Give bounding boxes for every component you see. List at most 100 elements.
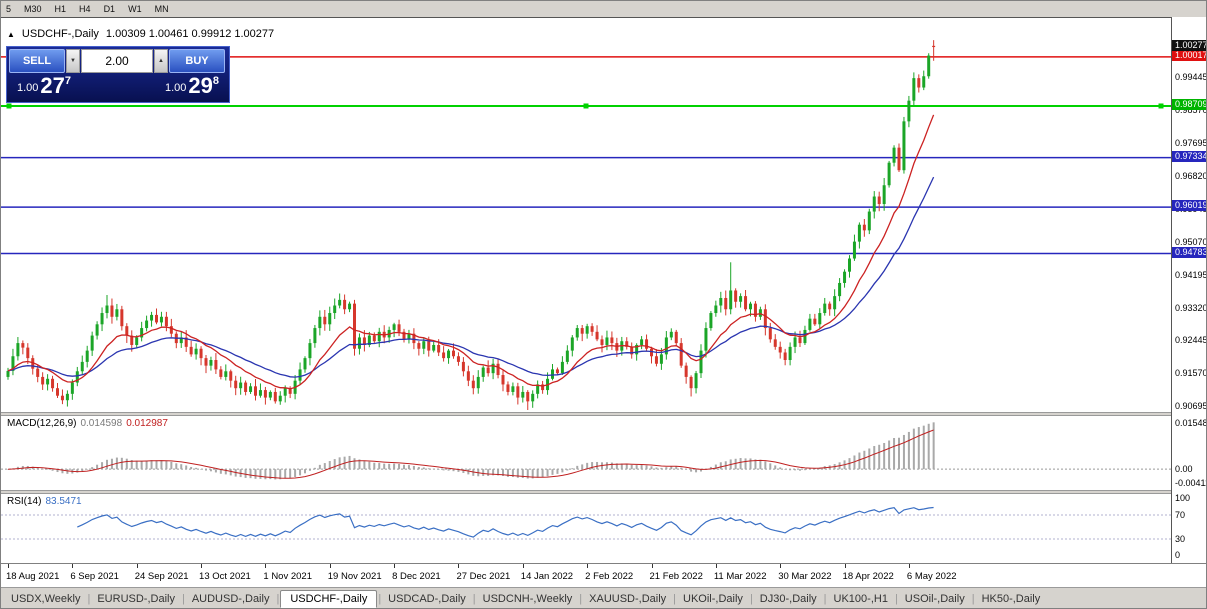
horizontal-level-lines[interactable] bbox=[1, 56, 1171, 255]
macd-signal-line bbox=[7, 429, 934, 479]
price-badge-0.96019: 0.96019 bbox=[1172, 200, 1206, 212]
one-click-trade-panel: SELL ▼ ▲ BUY 1.00 27 7 1.00 29 8 bbox=[6, 46, 230, 103]
time-axis-label: 11 Mar 2022 bbox=[713, 571, 767, 582]
timeframe-button-h1[interactable]: H1 bbox=[54, 4, 67, 14]
timeframe-button-h4[interactable]: H4 bbox=[79, 4, 91, 14]
time-axis-label: 1 Nov 2021 bbox=[263, 571, 312, 582]
time-axis-label: 14 Jan 2022 bbox=[520, 571, 574, 582]
time-axis-label: 18 Aug 2021 bbox=[6, 571, 60, 582]
timeframe-button-5[interactable]: 5 bbox=[6, 4, 12, 14]
ma-fast-line bbox=[7, 114, 935, 390]
volume-decrease-button[interactable]: ▼ bbox=[66, 49, 80, 73]
volume-increase-button[interactable]: ▲ bbox=[154, 49, 168, 73]
price-axis-label: 0.95070 bbox=[1175, 236, 1207, 247]
chart-tab-ukoil-daily[interactable]: UKOil-,Daily bbox=[683, 593, 743, 605]
chart-tab-bar: USDX,Weekly | EURUSD-,Daily | AUDUSD-,Daily |… bbox=[1, 587, 1206, 608]
panel-splitter[interactable] bbox=[1, 490, 1206, 494]
rsi-axis-label: 0 bbox=[1175, 550, 1181, 560]
price-axis-label: 0.99445 bbox=[1175, 72, 1207, 83]
price-axis-label: 0.96820 bbox=[1175, 170, 1207, 181]
time-axis-label: 24 Sep 2021 bbox=[134, 571, 189, 582]
tab-separator: | bbox=[749, 593, 753, 605]
time-tick bbox=[329, 564, 331, 568]
timeframe-button-w1[interactable]: W1 bbox=[128, 4, 142, 14]
sell-price-small: 1.00 bbox=[17, 82, 39, 94]
time-tick bbox=[715, 564, 717, 568]
symbol-marker-icon: ▲ bbox=[7, 29, 15, 39]
chart-tab-eurusd-daily[interactable]: EURUSD-,Daily bbox=[97, 593, 175, 605]
selected-line-handles[interactable] bbox=[6, 103, 1164, 109]
tab-separator: | bbox=[378, 593, 382, 605]
tab-separator: | bbox=[894, 593, 898, 605]
rsi-canvas[interactable] bbox=[1, 494, 1171, 563]
chart-tab-xauusd-daily[interactable]: XAUUSD-,Daily bbox=[589, 593, 667, 605]
price-axis-label: 0.97695 bbox=[1175, 138, 1207, 149]
macd-axis-label: 0.00 bbox=[1175, 464, 1193, 475]
chart-tab-audusd-daily[interactable]: AUDUSD-,Daily bbox=[191, 593, 270, 605]
timeframe-button-m30[interactable]: M30 bbox=[24, 4, 42, 14]
chart-tab-usdchf-daily[interactable]: USDCHF-,Daily bbox=[280, 590, 378, 608]
macd-canvas[interactable] bbox=[1, 416, 1171, 490]
time-tick bbox=[844, 564, 846, 568]
buy-price-display[interactable]: 1.00 29 8 bbox=[164, 75, 219, 97]
time-tick bbox=[136, 564, 138, 568]
timeframe-button-d1[interactable]: D1 bbox=[103, 4, 116, 14]
chart-tab-hk50-daily[interactable]: HK50-,Daily bbox=[981, 593, 1041, 605]
tab-separator: | bbox=[181, 593, 185, 605]
time-tick bbox=[651, 564, 653, 568]
sell-price-display[interactable]: 1.00 27 7 bbox=[17, 73, 71, 98]
price-badge-0.94783: 0.94783 bbox=[1172, 246, 1206, 258]
macd-main-value: 0.014598 bbox=[80, 418, 123, 429]
time-axis-label: 2 Feb 2022 bbox=[585, 571, 634, 582]
time-axis-label: 21 Feb 2022 bbox=[649, 571, 703, 582]
macd-axis-label: 0.01548 bbox=[1175, 418, 1207, 428]
price-axis[interactable]: 1.003200.994450.985700.976950.968200.959… bbox=[1171, 17, 1207, 563]
price-chart-canvas[interactable] bbox=[1, 18, 1171, 413]
rsi-line bbox=[77, 506, 934, 538]
macd-panel: MACD(12,26,9) 0.014598 0.012987 bbox=[1, 416, 1171, 490]
price-axis-label: 0.90695 bbox=[1175, 401, 1207, 412]
rsi-value: 83.5471 bbox=[45, 496, 82, 507]
timeframe-button-mn[interactable]: MN bbox=[154, 4, 169, 14]
time-axis-label: 6 May 2022 bbox=[906, 571, 957, 582]
tab-separator: | bbox=[823, 593, 827, 605]
time-tick bbox=[522, 564, 524, 568]
macd-axis-label: -0.00411 bbox=[1175, 478, 1207, 488]
time-axis-label: 27 Dec 2021 bbox=[456, 571, 511, 582]
chart-tab-usdcad-daily[interactable]: USDCAD-,Daily bbox=[388, 593, 466, 605]
time-axis-label: 6 Sep 2021 bbox=[70, 571, 119, 582]
volume-decrease-icon: ▼ bbox=[70, 58, 76, 64]
price-axis-label: 0.91570 bbox=[1175, 368, 1207, 379]
time-tick bbox=[265, 564, 267, 568]
sell-button[interactable]: SELL bbox=[9, 49, 65, 73]
timeframe-toolbar: 5 M30 H1 H4 D1 W1 MN bbox=[1, 1, 1206, 17]
chart-tab-usoil-daily[interactable]: USOil-,Daily bbox=[904, 593, 965, 605]
price-axis-label: 0.93320 bbox=[1175, 302, 1207, 313]
main-chart-panel: ▲ USDCHF-,Daily 1.00309 1.00461 0.99912 … bbox=[1, 17, 1171, 412]
chart-tab-usdcnh-weekly[interactable]: USDCNH-,Weekly bbox=[482, 593, 573, 605]
volume-input[interactable] bbox=[81, 49, 153, 73]
tab-separator: | bbox=[579, 593, 583, 605]
price-badge-current: 1.00277 bbox=[1172, 40, 1206, 52]
sell-price-big: 27 bbox=[40, 73, 65, 98]
chart-tab-dj30-daily[interactable]: DJ30-,Daily bbox=[759, 593, 817, 605]
tab-separator: | bbox=[472, 593, 476, 605]
buy-button[interactable]: BUY bbox=[169, 49, 225, 73]
buy-price-sup: 8 bbox=[212, 75, 219, 87]
chart-tab-uk100-h1[interactable]: UK100-,H1 bbox=[833, 593, 888, 605]
panel-splitter[interactable] bbox=[1, 412, 1206, 416]
time-tick bbox=[908, 564, 910, 568]
chart-symbol-label: USDCHF-,Daily bbox=[21, 28, 99, 40]
chart-tab-usdx-weekly[interactable]: USDX,Weekly bbox=[11, 593, 81, 605]
time-tick bbox=[8, 564, 9, 568]
time-tick bbox=[458, 564, 460, 568]
time-axis-label: 30 Mar 2022 bbox=[778, 571, 832, 582]
time-axis-label: 8 Dec 2021 bbox=[392, 571, 441, 582]
price-badge-0.97334: 0.97334 bbox=[1172, 150, 1206, 162]
rsi-indicator-label: RSI(14) 83.5471 bbox=[7, 496, 82, 507]
chart-ohlc-values: 1.00309 1.00461 0.99912 1.00277 bbox=[105, 28, 275, 40]
time-axis[interactable]: 18 Aug 2021 6 Sep 2021 24 Sep 2021 13 Oct 2… bbox=[1, 563, 1206, 587]
chart-title: ▲ USDCHF-,Daily 1.00309 1.00461 0.99912 … bbox=[7, 28, 274, 40]
buy-price-small: 1.00 bbox=[164, 82, 187, 94]
